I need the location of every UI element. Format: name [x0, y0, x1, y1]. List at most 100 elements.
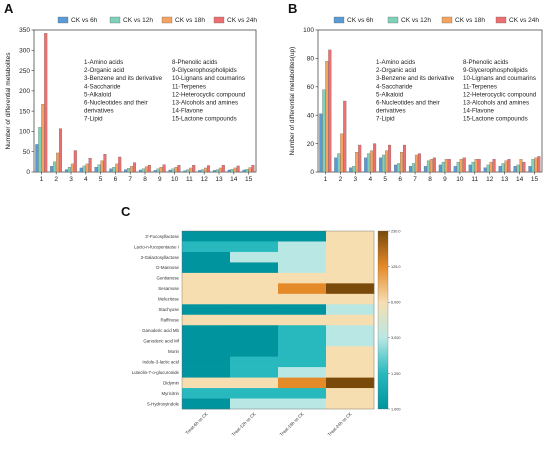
heatmap-cell	[182, 356, 231, 368]
panel-b-legend-label: CK vs 12h	[401, 17, 431, 24]
panel-b-xtick-label: 4	[368, 176, 372, 183]
heatmap-cell	[182, 272, 231, 284]
panel-a-bar	[88, 158, 92, 173]
panel-a-bar	[236, 165, 240, 173]
heatmap-cell	[326, 367, 375, 378]
panel-a-ytick-label: 50	[23, 149, 31, 156]
panel-b-category-legend-item: 13-Alcohols and amines	[463, 100, 529, 107]
panel-b-bar	[501, 163, 505, 173]
panel-b-ytick-label: 40	[307, 112, 315, 119]
colorbar-tick-label: 6.000	[391, 301, 401, 305]
panel-a-bar	[153, 170, 157, 173]
panel-b-bar	[319, 113, 323, 173]
panel-b-bar	[414, 154, 418, 173]
panel-a-plot: 0 50 100 150 200 250 300 350 Number of different…	[5, 16, 257, 183]
panel-b-bar	[429, 159, 433, 173]
panel-b-ytick-label: 100	[303, 27, 314, 34]
panel-b-legend-swatch	[441, 16, 453, 24]
panel-a-legend-label: CK vs 6h	[71, 17, 98, 24]
heatmap-cell	[326, 283, 375, 295]
panel-b-bar	[388, 144, 392, 173]
panel-b-category-legend-item: 10-Lignans and coumarins	[463, 75, 536, 82]
heatmap-cell	[230, 346, 279, 357]
panel-a-xtick-label: 3	[69, 176, 73, 183]
panel-c-plot: 3'-Fucosyllactose Lacto-n-fucopentaose I 3…	[132, 229, 401, 437]
panel-b-bar	[474, 159, 478, 173]
heatmap-cell	[230, 314, 279, 326]
heatmap-cell	[182, 283, 231, 295]
panel-a-legend-swatch	[161, 16, 173, 24]
heatmap-cell	[230, 231, 279, 242]
heatmap-cell	[182, 314, 231, 326]
panel-a-bar	[64, 169, 68, 173]
heatmap-cell	[230, 272, 279, 284]
panel-b-bar	[438, 164, 442, 173]
panel-b-category-legend-item: derivatives	[376, 108, 406, 115]
panel-a-ytick-label: 0	[26, 169, 30, 176]
panel-b-bar	[492, 159, 496, 173]
heatmap-cell	[326, 241, 375, 253]
panel-b-bar	[352, 166, 356, 173]
heatmap-cell	[182, 377, 231, 389]
heatmap-cell	[182, 293, 231, 305]
panel-b-letter: B	[288, 1, 297, 16]
panel-b-bar	[486, 164, 490, 173]
heatmap-row-label: Sesamose	[158, 286, 179, 291]
panel-a-letter: A	[4, 1, 14, 16]
panel-b-bar	[504, 160, 508, 173]
heatmap-row-label: Myricitrin	[161, 391, 179, 396]
panel-a-bar	[144, 166, 148, 173]
colorbar-tick-label: 3.000	[391, 336, 401, 340]
panel-a-xtick-label: 14	[230, 176, 238, 183]
panel-b-category-legend-item: 12-Heterocyclic compound	[463, 91, 537, 98]
panel-a-category-legend-item: 8-Phenolic acids	[172, 59, 217, 66]
heatmap-cell	[278, 346, 327, 357]
panel-b-bar	[468, 164, 472, 173]
panel-a-bar	[156, 168, 160, 173]
panel-b-bar	[322, 89, 326, 173]
heatmap-cell	[230, 367, 279, 378]
panel-b-bar	[531, 159, 535, 173]
panel-a-xtick-label: 8	[143, 176, 147, 183]
heatmap-cell	[230, 356, 279, 368]
panel-b-bar	[456, 161, 460, 173]
panel-a-category-legend-item: 2-Organic acid	[84, 67, 125, 74]
panel-a-xtick-label: 13	[215, 176, 223, 183]
heatmap-row-label: Ganoderic acid Mf	[143, 339, 179, 344]
panel-a-xtick-label: 4	[84, 176, 88, 183]
panel-b-ytick-label: 60	[307, 84, 315, 91]
panel-a-ytick-label: 250	[19, 68, 30, 75]
panel-a-legend-label: CK vs 18h	[175, 17, 205, 24]
panel-a-bar	[245, 169, 249, 173]
colorbar-tick-label: 1.000	[391, 407, 401, 411]
panel-a: A 0 50 100 150 200 250 300 350 Number of differe…	[4, 1, 257, 183]
panel-a-legend-swatch	[109, 16, 121, 24]
panel-a-bar	[215, 169, 219, 173]
heatmap-cell	[278, 293, 327, 305]
heatmap-cell	[278, 367, 327, 378]
panel-a-bar	[94, 167, 98, 173]
panel-a-bar	[79, 167, 83, 173]
panel-a-bar	[130, 166, 134, 173]
panel-b-bar	[379, 157, 383, 173]
panel-a-bar	[192, 164, 196, 173]
panel-a-xtick-label: 11	[186, 176, 193, 183]
panel-a-bar	[159, 167, 163, 173]
colorbar-tick-label: 1.250	[391, 372, 401, 376]
panel-a-category-legend-item: 10-Lignans and coumarins	[172, 75, 245, 82]
heatmap-row-label: Raffinose	[161, 318, 180, 323]
heatmap-cell	[278, 314, 327, 326]
panel-a-bar	[103, 154, 107, 173]
panel-a-xtick-label: 1	[40, 176, 44, 183]
panel-b-xtick-label: 14	[516, 176, 524, 183]
panel-a-category-legend-item: 14-Flavone	[172, 108, 204, 115]
panel-b-bar	[477, 159, 481, 173]
panel-b-bar	[337, 153, 341, 173]
heatmap-row-label: Indole-3-lactic acid	[142, 359, 179, 364]
panel-b-bar	[498, 166, 502, 173]
panel-a-bar	[59, 128, 63, 173]
panel-a-xtick-label: 5	[99, 176, 103, 183]
panel-b-xtick-label: 1	[324, 176, 328, 183]
heatmap-cell	[182, 388, 231, 399]
panel-b-bar	[432, 157, 436, 173]
